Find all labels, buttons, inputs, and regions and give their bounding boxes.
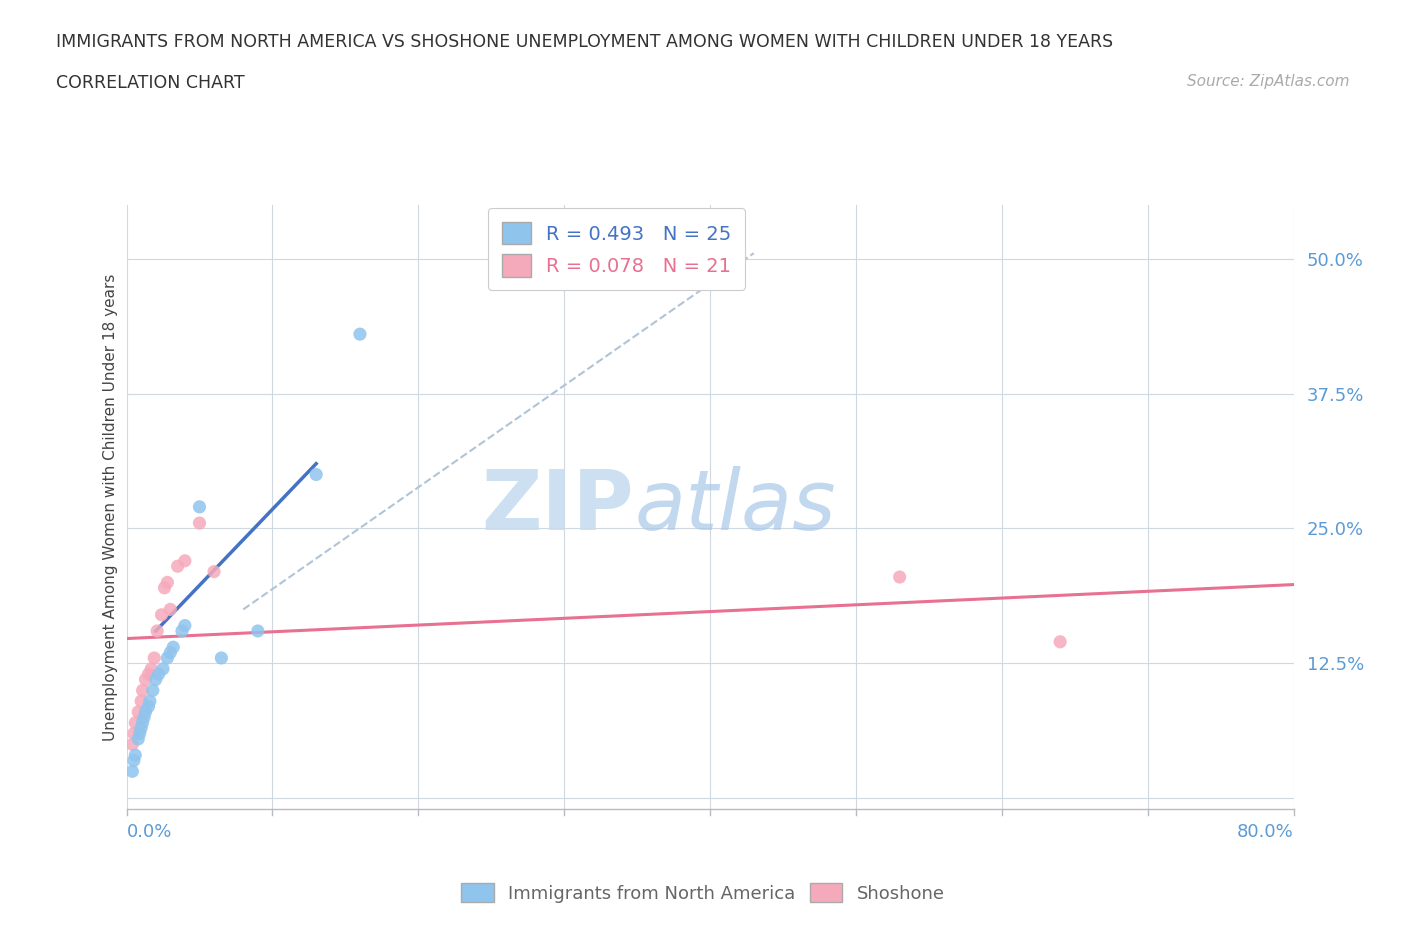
Point	[138, 667, 160, 682]
Point	[131, 715, 153, 730]
Point	[889, 569, 911, 584]
Text: atlas: atlas	[634, 466, 835, 548]
Point	[128, 726, 150, 741]
Text: 0.0%: 0.0%	[127, 823, 172, 841]
Point	[305, 467, 328, 482]
Point	[142, 683, 165, 698]
Point	[122, 726, 145, 741]
Point	[1049, 634, 1071, 649]
Text: CORRELATION CHART: CORRELATION CHART	[56, 74, 245, 92]
Point	[141, 661, 163, 676]
Point	[143, 651, 166, 666]
Point	[134, 672, 156, 687]
Point	[162, 640, 184, 655]
Legend: R = 0.493   N = 25, R = 0.078   N = 21: R = 0.493 N = 25, R = 0.078 N = 21	[488, 208, 745, 290]
Point	[209, 651, 232, 666]
Point	[166, 559, 188, 574]
Point	[124, 748, 146, 763]
Point	[150, 607, 173, 622]
Point	[121, 764, 143, 778]
Point	[134, 705, 156, 720]
Point	[129, 721, 152, 736]
Point	[146, 623, 169, 638]
Point	[159, 645, 181, 660]
Point	[174, 618, 197, 633]
Text: ZIP: ZIP	[482, 466, 634, 548]
Point	[127, 705, 149, 720]
Point	[153, 580, 176, 595]
Point	[121, 737, 143, 751]
Point	[170, 623, 193, 638]
Point	[138, 699, 160, 714]
Point	[188, 499, 211, 514]
Point	[131, 683, 153, 698]
Point	[349, 326, 371, 341]
Legend: Immigrants from North America, Shoshone: Immigrants from North America, Shoshone	[454, 876, 952, 910]
Point	[156, 651, 179, 666]
Point	[145, 672, 167, 687]
Point	[132, 710, 155, 724]
Point	[148, 667, 170, 682]
Point	[152, 661, 174, 676]
Point	[124, 715, 146, 730]
Point	[174, 553, 197, 568]
Text: IMMIGRANTS FROM NORTH AMERICA VS SHOSHONE UNEMPLOYMENT AMONG WOMEN WITH CHILDREN: IMMIGRANTS FROM NORTH AMERICA VS SHOSHON…	[56, 33, 1114, 50]
Point	[246, 623, 269, 638]
Point	[127, 732, 149, 747]
Point	[122, 753, 145, 768]
Point	[139, 694, 162, 709]
Point	[156, 575, 179, 590]
Point	[202, 565, 225, 579]
Point	[188, 515, 211, 530]
Point	[159, 602, 181, 617]
Y-axis label: Unemployment Among Women with Children Under 18 years: Unemployment Among Women with Children U…	[103, 273, 118, 740]
Point	[129, 694, 152, 709]
Text: 80.0%: 80.0%	[1237, 823, 1294, 841]
Text: Source: ZipAtlas.com: Source: ZipAtlas.com	[1187, 74, 1350, 89]
